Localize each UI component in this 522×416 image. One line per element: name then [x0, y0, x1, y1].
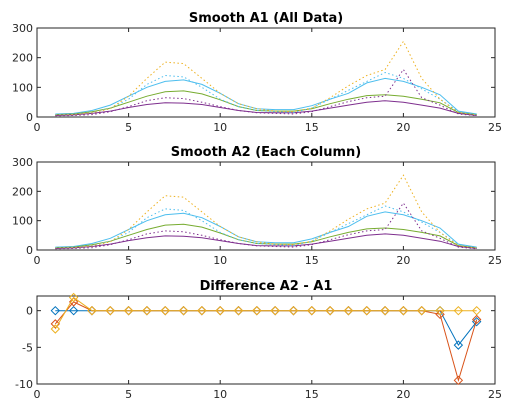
- data-point: [380, 305, 390, 316]
- y-tick-label: 300: [12, 22, 33, 35]
- x-tick-label: 0: [34, 121, 41, 134]
- chart-title: Smooth A2 (Each Column): [171, 145, 361, 160]
- x-tick-label: 25: [488, 388, 502, 401]
- x-tick-label: 10: [213, 254, 227, 267]
- plot-frame: [36, 27, 496, 118]
- data-point: [197, 305, 207, 316]
- data-point: [50, 305, 61, 316]
- data-point: [343, 305, 354, 316]
- x-tick-label: 0: [34, 388, 41, 401]
- plot-frame: [36, 295, 496, 385]
- y-tick-label: 0: [26, 111, 33, 124]
- x-tick-label: 25: [488, 121, 502, 134]
- x-tick-label: 10: [213, 388, 227, 401]
- y-tick-label: 0: [26, 305, 33, 318]
- x-tick-label: 5: [125, 121, 132, 134]
- data-point: [105, 305, 115, 316]
- data-point: [68, 297, 79, 307]
- y-tick-label: -10: [15, 378, 33, 391]
- axes-1: Smooth A1 (All Data) 0 5 10 15 20 25 0 100 200 300: [12, 11, 502, 134]
- series-line-3: [55, 233, 477, 249]
- y-tick-label: 300: [12, 156, 33, 169]
- x-tick-label: 15: [305, 254, 319, 267]
- data-point: [453, 305, 464, 316]
- series-line-6: [55, 68, 477, 117]
- series-line-6: [55, 202, 477, 250]
- data-point: [68, 292, 79, 303]
- chart-title: Smooth A1 (All Data): [189, 11, 343, 26]
- x-tick-label: 0: [34, 254, 41, 267]
- series-line-1: [55, 77, 477, 115]
- data-point: [252, 305, 262, 316]
- series-line-3: [55, 100, 477, 116]
- data-point: [471, 305, 482, 316]
- data-point: [123, 305, 134, 316]
- x-tick-label: 20: [396, 121, 410, 134]
- data-point: [50, 319, 61, 329]
- y-tick-label: 100: [12, 215, 33, 228]
- axes-2: Smooth A2 (Each Column) 0 5 10 15 20 25 0 100 200…: [12, 145, 502, 267]
- data-point: [398, 305, 409, 316]
- data-point: [453, 340, 464, 350]
- data-point: [362, 305, 372, 316]
- data-point: [417, 305, 427, 316]
- series-line-3: [54, 296, 477, 330]
- series-line-1: [55, 211, 477, 248]
- series-line-4: [55, 71, 477, 116]
- data-point: [68, 305, 79, 316]
- data-point: [50, 324, 61, 334]
- data-point: [435, 305, 445, 316]
- y-tick-label: 200: [12, 52, 33, 65]
- x-tick-label: 5: [125, 388, 132, 401]
- series-line-4: [55, 205, 477, 249]
- data-point: [325, 305, 335, 316]
- series-line-5: [55, 40, 477, 116]
- y-tick-label: 0: [26, 244, 33, 257]
- data-point: [233, 305, 244, 316]
- x-tick-label: 20: [396, 388, 410, 401]
- y-tick-label: -5: [22, 341, 33, 354]
- data-point: [178, 305, 189, 316]
- y-tick-label: 200: [12, 185, 33, 198]
- data-point: [142, 305, 152, 316]
- data-point: [471, 314, 482, 325]
- y-tick-label: 100: [12, 81, 33, 94]
- x-tick-label: 5: [125, 254, 132, 267]
- data-point: [270, 305, 280, 316]
- chart-title: Difference A2 - A1: [200, 279, 333, 294]
- data-point: [453, 375, 464, 386]
- x-tick-label: 20: [396, 254, 410, 267]
- data-point: [160, 305, 170, 316]
- x-tick-label: 15: [305, 121, 319, 134]
- x-tick-label: 15: [305, 388, 319, 401]
- plot-frame: [36, 161, 496, 251]
- axes-3: Difference A2 - A1 0 5 10 15 20 25 -10 -5 0: [15, 279, 502, 401]
- data-point: [307, 305, 317, 316]
- data-point: [435, 309, 445, 320]
- data-point: [215, 305, 225, 316]
- x-tick-label: 25: [488, 254, 502, 267]
- data-point: [87, 305, 97, 316]
- data-point: [288, 305, 299, 316]
- x-tick-label: 10: [213, 121, 227, 134]
